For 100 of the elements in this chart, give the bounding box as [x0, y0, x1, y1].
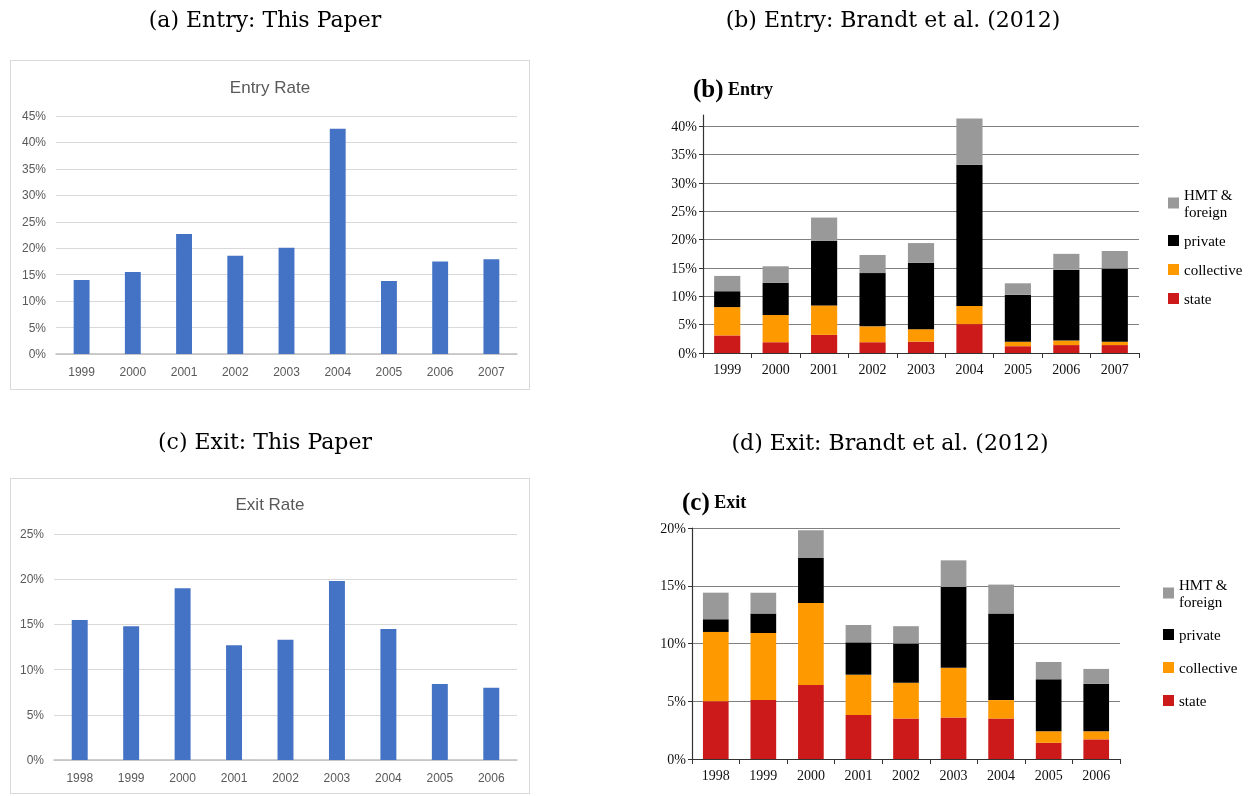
bar [73, 279, 90, 354]
bar [226, 645, 243, 760]
bar [1101, 251, 1128, 269]
legend-label: HMT & foreign [1179, 576, 1232, 610]
bar [907, 243, 935, 263]
bar [940, 717, 967, 759]
bar [277, 639, 294, 760]
y-tick-label: 20% [21, 241, 47, 256]
x-tick-label: 2005 [1034, 767, 1063, 783]
y-tick-label: 15% [19, 617, 45, 632]
y-tick-label: 5% [667, 693, 687, 709]
x-tick-label: 2003 [273, 365, 301, 379]
bar [1083, 668, 1110, 684]
bar [798, 685, 824, 759]
bar [278, 247, 295, 354]
bar [907, 262, 935, 330]
y-tick-label: 15% [21, 267, 47, 282]
x-tick-label: 2003 [907, 361, 935, 377]
bar [1035, 679, 1062, 732]
bar [907, 329, 935, 342]
y-tick-label: 10% [21, 294, 47, 309]
bar [811, 217, 838, 241]
legend-label: private [1179, 626, 1221, 643]
x-tick-label: 2001 [170, 365, 198, 379]
bar [750, 613, 777, 634]
bar [702, 631, 729, 702]
x-tick-label: 2006 [1082, 767, 1111, 783]
bar [1083, 683, 1110, 732]
bar [893, 682, 919, 719]
bar [845, 625, 872, 643]
x-tick-label: 2006 [477, 771, 505, 785]
bar [845, 642, 872, 675]
bar [702, 701, 729, 759]
x-tick-label: 2001 [810, 361, 839, 377]
y-tick-label: 0% [678, 345, 698, 361]
y-tick-label: 25% [671, 203, 698, 219]
x-tick-label: 1999 [117, 771, 145, 785]
bar [956, 164, 983, 306]
y-tick-label: 25% [19, 527, 45, 541]
y-tick-label: 0% [667, 751, 687, 767]
chart-title: (a) Entry: This Paper [147, 6, 383, 34]
bar [714, 307, 741, 336]
bar [988, 613, 1014, 701]
legend-label: collective [1179, 659, 1238, 676]
bar [859, 326, 886, 343]
bar [1101, 345, 1128, 353]
bar [845, 715, 872, 759]
x-tick-label: 2004 [987, 767, 1016, 783]
y-tick-label: 35% [21, 161, 47, 176]
x-tick-label: 2002 [272, 771, 300, 785]
y-tick-label: 10% [19, 662, 45, 677]
bar [750, 700, 777, 759]
chart-subtitle: (c) Exit [682, 488, 747, 516]
bar [1053, 269, 1080, 341]
y-tick-label: 35% [671, 147, 698, 163]
x-tick-label: 2000 [796, 767, 825, 783]
bar [174, 588, 191, 760]
y-tick-label: 0% [28, 347, 47, 361]
bar [714, 275, 741, 292]
bar [431, 684, 448, 760]
y-tick-label: 10% [660, 636, 687, 651]
bar [1101, 268, 1128, 342]
x-tick-label: 2002 [892, 767, 920, 783]
bar [1035, 742, 1062, 759]
bar [988, 584, 1014, 614]
x-tick-label: 2004 [955, 361, 984, 377]
bar [762, 315, 789, 343]
bar [750, 633, 777, 701]
bar [1004, 294, 1031, 342]
bar [762, 342, 789, 353]
bar [71, 619, 88, 760]
x-tick-label: 2000 [761, 361, 790, 377]
bar [1083, 739, 1110, 759]
x-tick-label: 2003 [939, 767, 968, 783]
y-tick-label: 5% [678, 317, 698, 333]
bar [907, 341, 935, 353]
bar [859, 254, 886, 274]
y-tick-label: 20% [19, 572, 45, 587]
legend-label: state [1184, 290, 1212, 307]
bar [329, 128, 346, 354]
bar [750, 592, 777, 614]
y-tick-label: 45% [21, 109, 47, 123]
x-tick-label: 1999 [713, 361, 742, 377]
chart-subtitle: (b) Entry [693, 75, 774, 103]
bar [940, 667, 967, 718]
bar [988, 718, 1014, 759]
y-tick-label: 25% [21, 214, 47, 229]
chart-subtitle: Entry Rate [229, 78, 311, 97]
y-tick-label: 20% [660, 520, 687, 536]
x-tick-label: 2005 [426, 771, 454, 785]
bar [1035, 661, 1062, 680]
bar [1035, 731, 1062, 743]
chart-title: (b) Entry: Brandt et al. (2012) [724, 6, 1062, 34]
bar [176, 233, 192, 354]
bar [798, 558, 824, 604]
x-tick-label: 2007 [1100, 361, 1129, 377]
x-tick-label: 2006 [1052, 361, 1081, 377]
y-tick-label: 30% [21, 188, 47, 203]
bar [227, 255, 244, 354]
bar [798, 530, 824, 559]
